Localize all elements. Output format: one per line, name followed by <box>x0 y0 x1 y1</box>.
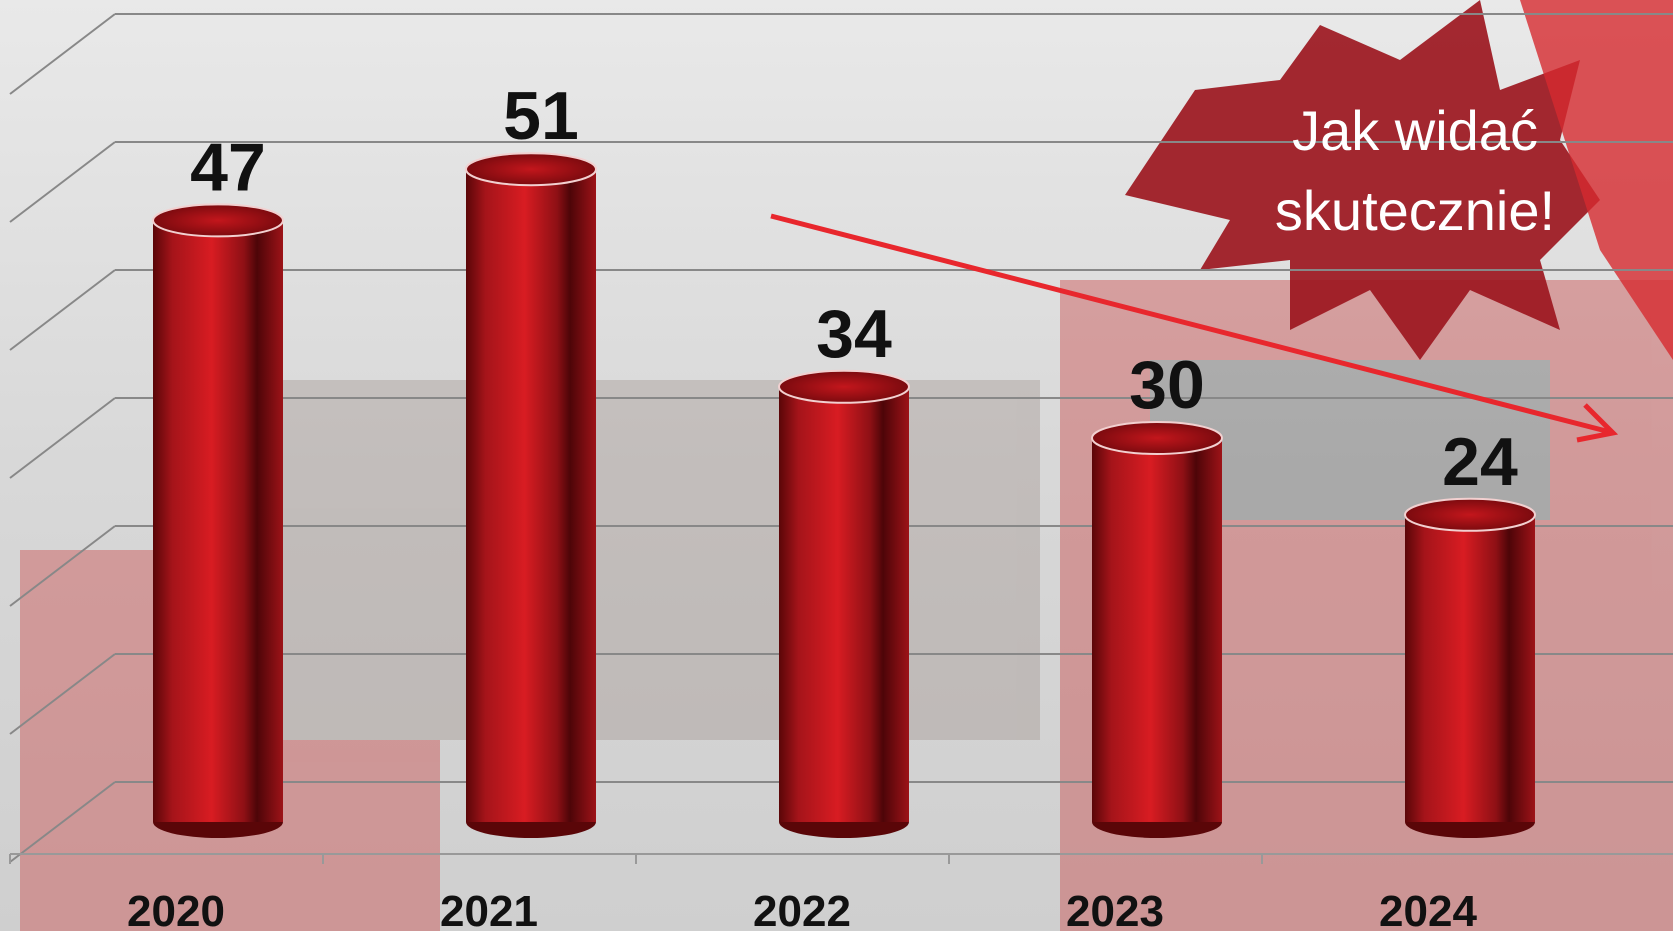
bar-top <box>152 203 284 238</box>
x-tick-label: 2024 <box>1379 887 1477 931</box>
annotation: skutecznie! <box>1275 179 1555 242</box>
bar <box>153 220 283 822</box>
grid-line-depth <box>9 397 116 479</box>
bar-top <box>1091 421 1223 455</box>
bar <box>1092 438 1222 822</box>
bar <box>1405 514 1535 822</box>
value-label: 30 <box>1129 347 1205 423</box>
bar-group: 24 <box>1404 424 1536 838</box>
x-tick-label: 2020 <box>127 887 225 931</box>
bar <box>779 386 909 822</box>
bar-group: 34 <box>778 296 910 838</box>
x-tick-label: 2023 <box>1066 887 1164 931</box>
grid-line-depth <box>9 781 116 863</box>
value-label: 47 <box>190 129 266 205</box>
x-tick-label: 2022 <box>753 887 851 931</box>
bar-group: 51 <box>465 78 597 838</box>
bar-group: 30 <box>1091 347 1223 838</box>
annotation: Jak widać <box>1292 99 1538 162</box>
grid-line-depth <box>9 525 116 607</box>
trend-arrowhead <box>1576 403 1619 443</box>
grid-line-depth <box>9 269 116 351</box>
value-label: 51 <box>503 78 579 154</box>
trend-arrow <box>770 213 1611 435</box>
value-label: 34 <box>816 296 892 372</box>
grid-line-depth <box>9 13 116 95</box>
x-tick-label: 2021 <box>440 887 538 931</box>
bar <box>466 169 596 822</box>
grid-line-depth <box>9 653 116 735</box>
bar-top <box>1404 497 1536 532</box>
grid-line-depth <box>9 141 116 223</box>
bar-group: 47 <box>152 129 284 838</box>
bar-top <box>778 369 910 404</box>
value-label: 24 <box>1442 424 1518 500</box>
bar-top <box>465 152 597 187</box>
